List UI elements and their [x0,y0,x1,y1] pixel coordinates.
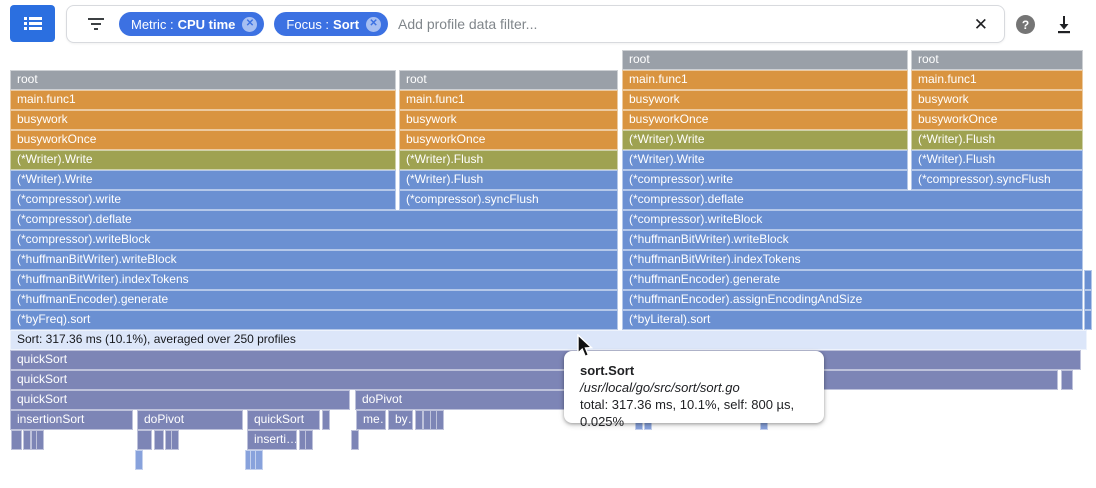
flame-frame[interactable]: (*Writer).Write [622,130,908,150]
flame-frame[interactable]: root [399,70,618,90]
help-icon[interactable]: ? [1016,15,1035,34]
flame-frame[interactable]: busywork [399,110,618,130]
flame-frame[interactable]: busyworkOnce [622,110,908,130]
flame-frame[interactable]: (*compressor).writeBlock [622,210,1083,230]
flame-frame[interactable]: (*Writer).Flush [911,130,1083,150]
flame-frame[interactable] [305,430,313,450]
flame-frame[interactable]: (*compressor).writeBlock [10,230,618,250]
flame-frame[interactable]: (*compressor).deflate [10,210,618,230]
flame-frame[interactable] [322,410,330,430]
flame-frame[interactable]: by… [388,410,413,430]
chip-remove-icon[interactable]: ✕ [366,16,382,32]
flame-frame[interactable]: main.func1 [622,70,908,90]
flame-frame[interactable] [154,430,164,450]
flame-frame[interactable]: root [622,50,908,70]
flame-frame[interactable]: insertionSort [10,410,133,430]
flame-frame[interactable]: busywork [622,90,908,110]
flame-frame[interactable]: (*compressor).deflate [622,190,1083,210]
flame-frame[interactable]: (*byLiteral).sort [622,310,1083,330]
flame-frame[interactable]: (*huffmanEncoder).generate [10,290,618,310]
flame-frame[interactable]: quickSort [247,410,320,430]
flame-frame[interactable]: main.func1 [911,70,1083,90]
flame-frame[interactable]: (*compressor).syncFlush [911,170,1083,190]
flame-frame[interactable]: (*huffmanBitWriter).indexTokens [10,270,618,290]
flame-frame[interactable]: (*huffmanEncoder).assignEncodingAndSize [622,290,1083,310]
flame-frame[interactable] [1084,290,1092,310]
flame-frame[interactable]: me… [356,410,386,430]
flame-frame[interactable]: quickSort [10,370,1058,390]
filter-bar[interactable]: Metric : CPU time ✕ Focus : Sort ✕ ✕ [66,5,1005,43]
flame-frame[interactable]: busyworkOnce [10,130,396,150]
flame-frame[interactable] [351,430,359,450]
flame-frame[interactable]: busyworkOnce [911,110,1083,130]
chip-remove-icon[interactable]: ✕ [242,16,258,32]
flame-frame[interactable]: (*Writer).Write [10,150,396,170]
flame-frame[interactable]: inserti… [247,430,297,450]
flame-frame[interactable]: busywork [911,90,1083,110]
flame-frame[interactable]: main.func1 [399,90,618,110]
filter-chip-focus[interactable]: Focus : Sort ✕ [274,12,389,36]
flame-frame[interactable] [255,450,263,470]
flame-frame[interactable]: (*byFreq).sort [10,310,618,330]
flame-frame[interactable]: (*huffmanBitWriter).writeBlock [622,230,1083,250]
chip-prefix: Focus : [286,16,330,32]
flame-frame[interactable] [23,430,31,450]
filter-input[interactable] [398,16,966,32]
flame-frame[interactable]: (*compressor).syncFlush [399,190,618,210]
clear-filters-icon[interactable]: ✕ [973,14,988,34]
mouse-cursor [576,333,598,363]
filter-chip-metric[interactable]: Metric : CPU time ✕ [119,12,265,36]
flame-frame[interactable]: (*compressor).write [622,170,908,190]
flame-frame[interactable] [436,410,444,430]
flame-frame[interactable]: (*huffmanEncoder).generate [622,270,1083,290]
chip-prefix: Metric : [131,16,174,32]
flame-frame[interactable]: (*Writer).Flush [911,150,1083,170]
flame-frame[interactable] [137,430,152,450]
flame-frame[interactable]: (*compressor).write [10,190,396,210]
flame-frame[interactable]: (*Writer).Write [10,170,396,190]
profile-list-button[interactable] [10,5,55,42]
chip-value: CPU time [177,16,236,32]
flame-frame[interactable] [36,430,44,450]
tooltip-function-name: sort.Sort [580,363,635,378]
flame-frame[interactable] [171,430,179,450]
flame-frame[interactable]: (*Writer).Flush [399,170,618,190]
flame-frame[interactable]: busyworkOnce [399,130,618,150]
flame-frame[interactable]: doPivot [137,410,243,430]
tooltip-stats: total: 317.36 ms, 10.1%, self: 800 µs, 0… [580,397,795,429]
flame-frame[interactable] [135,450,143,470]
frame-tooltip: sort.Sort /usr/local/go/src/sort/sort.go… [564,351,824,429]
filter-list-icon [87,18,105,30]
flame-frame[interactable]: (*Writer).Write [622,150,908,170]
flame-frame[interactable]: root [10,70,396,90]
flame-frame[interactable] [1084,270,1092,290]
flame-frame[interactable]: (*huffmanBitWriter).writeBlock [10,250,618,270]
flame-frame[interactable] [415,410,423,430]
flame-frame[interactable]: busywork [10,110,396,130]
flame-frame[interactable] [11,430,22,450]
flame-frame[interactable] [1061,370,1073,390]
flame-frame[interactable]: root [911,50,1083,70]
flame-frame[interactable]: (*huffmanBitWriter).indexTokens [622,250,1083,270]
download-icon[interactable] [1053,13,1075,35]
flame-frame[interactable]: main.func1 [10,90,396,110]
flame-frame[interactable]: quickSort [10,390,350,410]
flame-frame[interactable]: (*Writer).Flush [399,150,618,170]
chip-value: Sort [333,16,360,32]
tooltip-source-path: /usr/local/go/src/sort/sort.go [580,380,740,395]
flame-frame[interactable] [1084,310,1092,330]
flame-frame[interactable]: quickSort [10,350,1081,370]
view-list-icon [23,16,42,30]
focus-band[interactable]: Sort: 317.36 ms (10.1%), averaged over 2… [10,330,1087,350]
